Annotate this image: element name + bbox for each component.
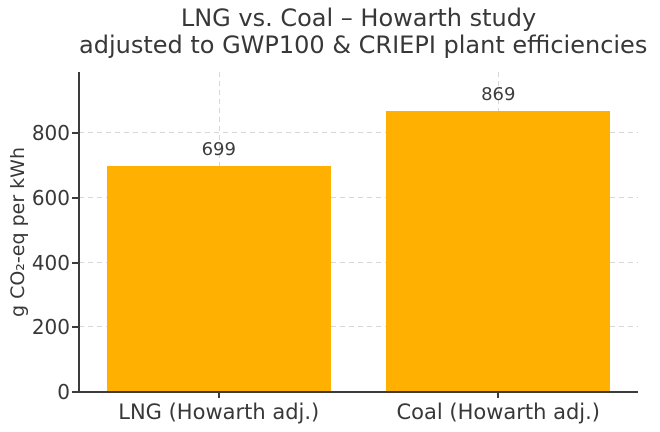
- h-gridline: [79, 132, 638, 134]
- plot-area: [79, 72, 638, 392]
- y-axis-tick: [72, 261, 78, 264]
- x-axis-tick: [497, 393, 500, 398]
- y-axis-tick: [72, 391, 78, 393]
- x-tick-label: LNG (Howarth adj.): [118, 400, 320, 424]
- h-gridline: [79, 326, 638, 328]
- bar: [386, 111, 611, 392]
- y-axis-tick: [72, 132, 78, 135]
- y-tick-label: 0: [57, 380, 70, 404]
- y-tick-label: 800: [31, 121, 70, 146]
- x-axis-tick: [217, 393, 220, 398]
- h-gridline: [79, 197, 638, 199]
- h-gridline: [79, 261, 638, 263]
- bar-value-label: 869: [481, 84, 516, 106]
- y-tick-label: 200: [31, 315, 70, 340]
- chart-title-line1: LNG vs. Coal – Howarth study: [180, 4, 537, 32]
- y-axis-tick: [72, 197, 78, 200]
- y-axis-tick: [72, 326, 78, 329]
- bar-value-label: 699: [201, 139, 236, 161]
- x-tick-label: Coal (Howarth adj.): [396, 400, 601, 424]
- y-axis-label: g CO₂-eq per kWh: [7, 146, 29, 318]
- chart-title: LNG vs. Coal – Howarth study adjusted to…: [79, 4, 648, 59]
- y-tick-label: 400: [31, 250, 70, 275]
- y-axis-spine: [78, 72, 80, 393]
- bar: [106, 166, 331, 392]
- x-axis-spine: [78, 391, 638, 393]
- y-tick-label: 600: [31, 186, 70, 211]
- chart-title-line2: adjusted to GWP100 & CRIEPI plant effici…: [79, 31, 648, 59]
